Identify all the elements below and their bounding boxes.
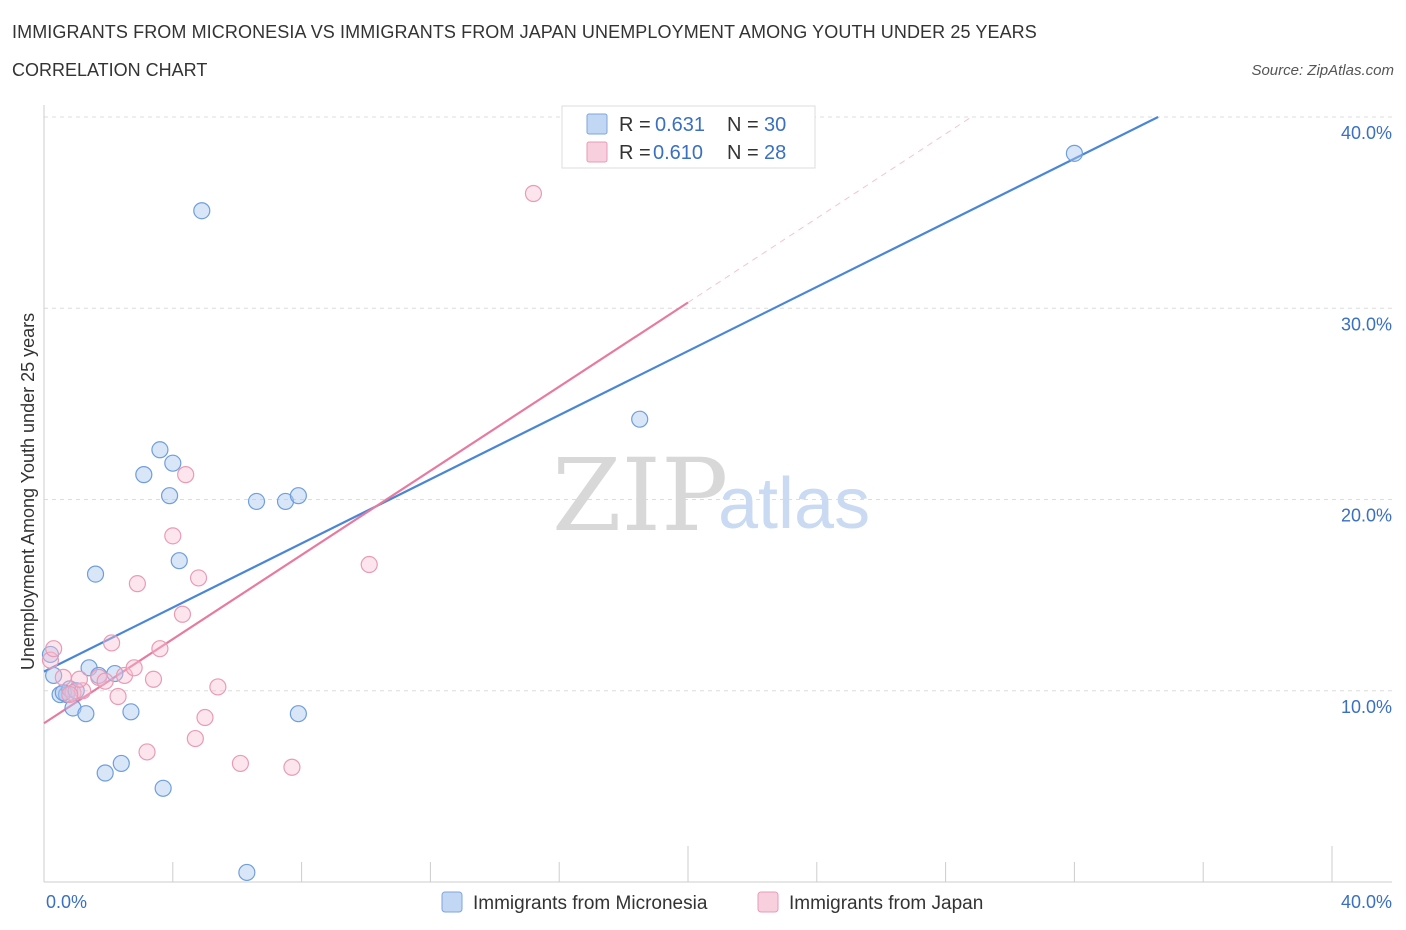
- point-micronesia-10: [96, 764, 114, 782]
- point-micronesia-14: [135, 466, 153, 484]
- watermark-atlas: atlas: [718, 464, 870, 544]
- series-legend: Immigrants from Micronesia Immigrants fr…: [441, 891, 983, 914]
- point-micronesia-18: [164, 454, 182, 472]
- point-japan-2: [54, 668, 72, 686]
- point-japan-7: [103, 634, 121, 652]
- point-japan-27: [61, 685, 79, 704]
- legend-label-micronesia: Immigrants from Micronesia: [473, 893, 708, 914]
- point-japan-18: [186, 729, 204, 748]
- watermark: ZIP atlas: [552, 437, 870, 554]
- point-japan-8: [109, 687, 127, 706]
- stat-n-value-micronesia: 30: [764, 114, 786, 136]
- stat-r-value-japan: 0.610: [653, 142, 703, 164]
- point-japan-13: [144, 670, 163, 688]
- chart-subtitle: CORRELATION CHART: [12, 60, 208, 80]
- point-japan-17: [177, 466, 195, 484]
- trend-line-1: [43, 301, 689, 725]
- point-japan-6: [96, 672, 114, 690]
- stat-r-value-micronesia: 0.631: [655, 114, 705, 136]
- point-japan-24: [360, 555, 378, 574]
- point-micronesia-13: [122, 703, 140, 721]
- point-micronesia-19: [170, 552, 188, 570]
- point-japan-14: [151, 640, 169, 658]
- point-japan-20: [196, 708, 214, 727]
- point-japan-19: [189, 569, 208, 587]
- y-axis-label: Unemployment Among Youth under 25 years: [18, 313, 38, 670]
- stat-n-label-micronesia: N =: [727, 114, 759, 136]
- stat-n-value-japan: 28: [764, 142, 786, 164]
- y-tick-label-1: 20.0%: [1341, 506, 1392, 526]
- y-tick-label-2: 30.0%: [1341, 314, 1392, 334]
- stats-swatch-micronesia: [586, 113, 608, 135]
- grid-lines: [44, 116, 1392, 692]
- point-japan-15: [164, 527, 182, 545]
- y-tick-label-0: 10.0%: [1341, 697, 1392, 717]
- point-japan-25: [524, 184, 543, 203]
- source-label: Source: ZipAtlas.com: [1251, 62, 1394, 79]
- trend-line-0: [43, 116, 1159, 673]
- point-japan-26: [70, 670, 89, 688]
- stats-swatch-japan: [586, 141, 608, 163]
- point-micronesia-28: [54, 684, 72, 702]
- point-micronesia-25: [289, 705, 307, 723]
- point-micronesia-17: [160, 487, 179, 505]
- point-micronesia-12: [112, 754, 130, 773]
- point-micronesia-22: [247, 492, 266, 511]
- point-japan-1: [45, 640, 63, 658]
- point-micronesia-26: [631, 410, 649, 428]
- chart-title: IMMIGRANTS FROM MICRONESIA VS IMMIGRANTS…: [12, 22, 1037, 42]
- y-tick-labels: 10.0% 20.0% 30.0% 40.0%: [1341, 123, 1392, 717]
- point-japan-21: [209, 678, 227, 696]
- point-micronesia-8: [86, 565, 105, 583]
- trend-lines: [43, 116, 1159, 725]
- x-tick-label-1: 40.0%: [1341, 892, 1392, 912]
- stat-n-label-japan: N =: [727, 142, 759, 164]
- y-tick-label-3: 40.0%: [1341, 123, 1392, 143]
- point-micronesia-21: [238, 863, 256, 882]
- data-points: [41, 144, 1084, 882]
- x-tick-labels: 0.0% 40.0%: [46, 892, 1392, 912]
- point-micronesia-24: [289, 487, 307, 505]
- stat-r-label-micronesia: R =: [619, 114, 651, 136]
- point-japan-16: [173, 605, 192, 623]
- point-japan-12: [138, 743, 156, 761]
- watermark-zip: ZIP: [552, 437, 728, 554]
- point-micronesia-27: [1065, 144, 1084, 162]
- point-japan-23: [283, 758, 301, 776]
- legend-swatch-japan: [757, 891, 779, 913]
- point-micronesia-6: [77, 705, 95, 723]
- point-japan-11: [128, 575, 146, 593]
- point-japan-10: [125, 659, 143, 677]
- x-tick-label-0: 0.0%: [46, 892, 87, 912]
- point-micronesia-15: [151, 441, 169, 459]
- trend-extension-1: [687, 116, 972, 303]
- point-micronesia-20: [193, 202, 211, 220]
- legend-swatch-micronesia: [441, 891, 463, 913]
- axes: [43, 105, 1392, 883]
- stats-legend: R = 0.631 N = 30 R = 0.610 N = 28: [561, 105, 816, 169]
- legend-label-japan: Immigrants from Japan: [789, 893, 983, 914]
- point-micronesia-16: [154, 779, 172, 797]
- stat-r-label-japan: R =: [619, 142, 651, 164]
- point-japan-22: [231, 754, 250, 773]
